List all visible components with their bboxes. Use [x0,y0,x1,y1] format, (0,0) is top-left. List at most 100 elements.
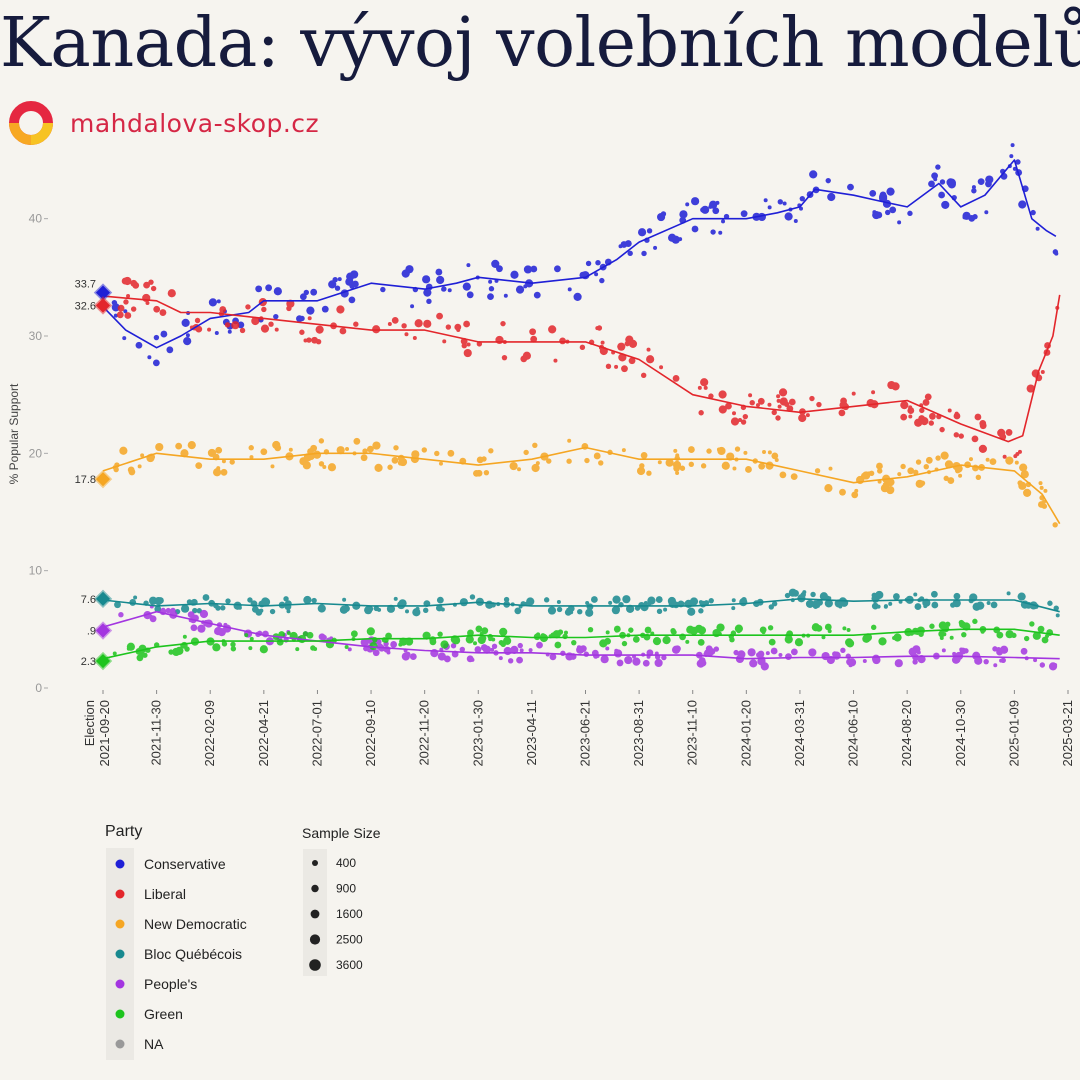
poll-point [1048,662,1058,671]
poll-point [627,250,633,257]
poll-point [286,609,291,614]
poll-point [585,260,592,267]
poll-point [466,342,471,347]
poll-point [942,632,947,637]
poll-point [897,472,902,477]
poll-point [708,597,714,604]
poll-point [454,323,462,331]
poll-point [851,491,859,499]
brand[interactable]: mahdalova-skop.cz [8,100,319,146]
poll-point [195,462,203,470]
poll-point [894,659,903,668]
poll-point [554,265,561,273]
poll-point [913,592,918,597]
poll-point [600,340,605,345]
election-marker [93,589,113,609]
poll-point [871,654,881,663]
poll-point [907,467,915,475]
poll-point [816,401,822,408]
poll-point [550,632,556,638]
poll-point [317,604,326,613]
x-tick-label: 2025-03-21 [1060,700,1075,767]
poll-point [310,288,318,296]
poll-point [576,645,581,650]
poll-point [740,419,747,425]
legend-size-label: 2500 [336,933,363,947]
poll-point [884,209,891,216]
poll-point [710,229,716,235]
poll-point [999,645,1009,654]
poll-point [989,458,997,466]
poll-point [167,289,176,298]
poll-point [621,365,628,373]
poll-point [405,651,411,657]
poll-point [401,323,407,329]
poll-point [126,642,135,651]
poll-point [516,656,523,664]
poll-point [741,597,747,603]
poll-point [809,170,818,179]
poll-point [318,438,325,444]
poll-point [698,410,704,416]
y-axis-title: % Popular Support [7,383,21,484]
poll-point [893,633,902,642]
poll-point [1040,369,1045,374]
poll-point [469,594,476,600]
poll-point [809,395,815,402]
poll-point [824,484,833,493]
poll-point [792,589,799,597]
election-marker [93,651,113,671]
poll-point [938,191,946,199]
poll-point [641,250,647,257]
x-tick-label: 2022-07-01 [309,700,324,767]
x-tick-label-group: 2024-01-20 [738,700,753,767]
poll-point [920,417,929,426]
poll-point [777,199,783,205]
poll-point [784,635,793,644]
poll-point [1032,631,1041,640]
poll-point [734,624,743,633]
poll-point [747,648,756,657]
poll-point [847,183,854,191]
poll-point [863,633,871,641]
poll-point [725,402,732,410]
poll-point [517,467,522,472]
poll-point [321,634,327,641]
poll-point [986,601,991,606]
poll-point [532,442,538,448]
poll-point [244,633,249,638]
poll-point [137,464,142,469]
poll-point [130,279,138,287]
poll-point [811,623,820,632]
legend-size-label: 1600 [336,907,363,921]
poll-point [269,608,276,615]
poll-point [660,211,667,217]
poll-point [567,438,572,443]
x-tick-label: 2023-08-31 [631,700,646,767]
poll-point [646,228,653,234]
poll-point [953,432,960,438]
poll-point [628,627,634,633]
poll-point [913,469,919,475]
poll-point [490,647,495,652]
poll-point [802,590,807,595]
poll-point [640,372,647,379]
poll-point [900,463,906,470]
poll-point [434,450,440,457]
poll-point [990,601,998,609]
poll-point [915,479,924,488]
poll-point [488,448,494,454]
poll-point [964,461,972,469]
poll-point [673,464,681,472]
x-tick-label: 2021-11-30 [149,700,164,766]
poll-point [295,647,300,652]
poll-point [522,351,531,360]
poll-point [768,604,774,610]
poll-point [661,654,667,661]
poll-point [220,468,228,476]
page-title: Kanada: vývoj volebních modelů [0,4,1080,83]
poll-point [1033,658,1038,663]
legend-size-key [309,959,321,971]
poll-point [559,337,566,345]
